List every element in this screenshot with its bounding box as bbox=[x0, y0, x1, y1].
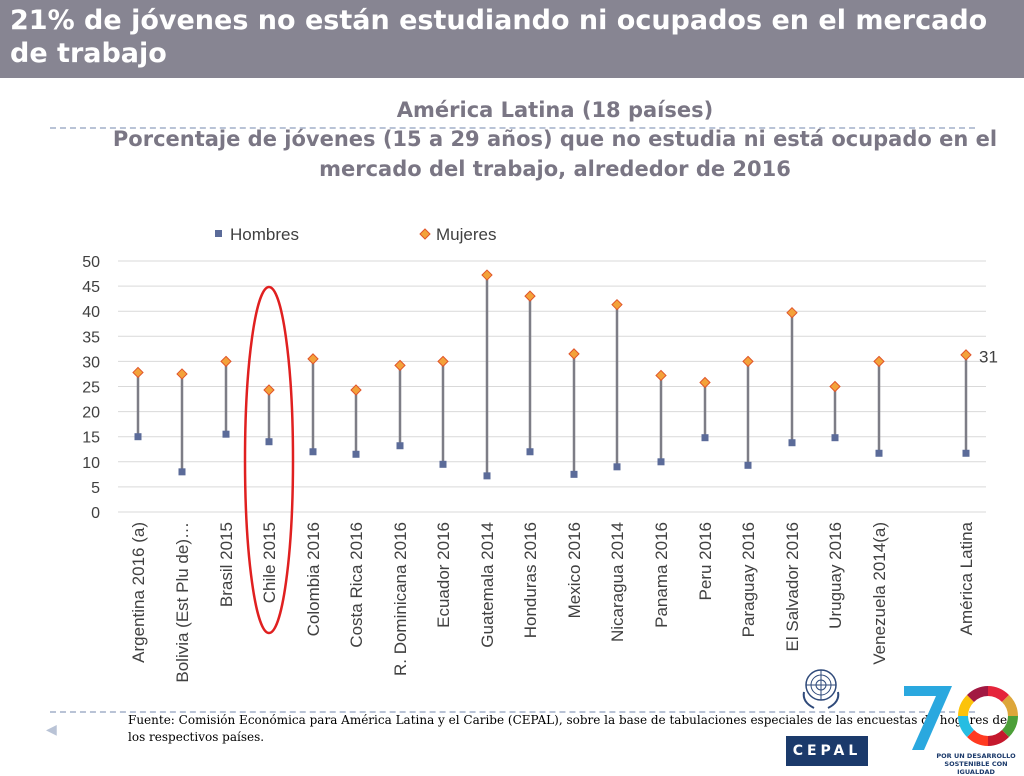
source-note: Fuente: Comisión Económica para América … bbox=[128, 713, 1008, 744]
mujeres-point bbox=[132, 366, 144, 379]
hombres-point bbox=[962, 449, 970, 457]
chart-gridlines bbox=[118, 260, 986, 513]
x-tick-label: Mexico 2016 bbox=[565, 522, 584, 618]
series-mujeres bbox=[132, 269, 972, 396]
x-axis-labels: Argentina 2016 (a) Bolivia (Est Plu de)… B… bbox=[129, 521, 976, 682]
x-tick-label: Paraguay 2016 bbox=[739, 522, 758, 637]
y-tick-label: 20 bbox=[82, 405, 100, 422]
cepal-logo: CEPAL bbox=[786, 736, 868, 766]
slide-title: 21% de jóvenes no están estudiando ni oc… bbox=[10, 5, 988, 69]
x-tick-label: Venezuela 2014(a) bbox=[870, 522, 889, 665]
x-tick-label: Peru 2016 bbox=[696, 522, 715, 600]
x-tick-label: Colombia 2016 bbox=[304, 522, 323, 636]
legend-mujeres-label: Mujeres bbox=[436, 225, 496, 244]
slide-header: 21% de jóvenes no están estudiando ni oc… bbox=[0, 0, 1024, 78]
chart-connectors bbox=[136, 275, 968, 476]
chart-title-line-2: Porcentaje de jóvenes (15 a 29 años) que… bbox=[112, 127, 998, 181]
x-tick-label: Panama 2016 bbox=[652, 522, 671, 628]
hombres-point bbox=[439, 460, 447, 468]
hombres-point bbox=[570, 470, 578, 478]
hombres-point bbox=[396, 442, 404, 450]
hombres-point bbox=[788, 439, 796, 447]
y-tick-label: 45 bbox=[82, 279, 100, 296]
y-axis-ticks: 0 5 10 15 20 25 30 35 40 45 50 bbox=[82, 254, 100, 522]
hombres-point bbox=[744, 461, 752, 469]
x-tick-label: Bolivia (Est Plu de)… bbox=[173, 522, 192, 683]
mujeres-point bbox=[568, 348, 580, 360]
y-tick-label: 30 bbox=[82, 354, 100, 371]
x-tick-label: América Latina bbox=[957, 521, 976, 635]
divider-top bbox=[50, 127, 975, 129]
x-tick-label: Costa Rica 2016 bbox=[347, 522, 366, 648]
chart-title-line-1: América Latina (18 países) bbox=[396, 98, 714, 122]
y-tick-label: 50 bbox=[82, 254, 100, 271]
chart-annotations: 31 bbox=[243, 285, 998, 635]
mujeres-point bbox=[873, 355, 885, 368]
series-hombres bbox=[134, 430, 970, 480]
mujeres-point bbox=[437, 355, 449, 368]
hombres-point bbox=[352, 450, 360, 458]
legend-hombres-label: Hombres bbox=[230, 225, 299, 244]
y-tick-label: 5 bbox=[91, 480, 100, 497]
divider-bottom bbox=[50, 711, 975, 713]
y-tick-label: 35 bbox=[82, 329, 100, 346]
hombres-point bbox=[875, 449, 883, 457]
hombres-point bbox=[613, 463, 621, 471]
x-tick-label: Ecuador 2016 bbox=[434, 522, 453, 628]
hombres-point bbox=[831, 434, 839, 442]
x-tick-label: R. Dominicana 2016 bbox=[391, 522, 410, 676]
y-tick-label: 25 bbox=[82, 380, 100, 397]
mujeres-point bbox=[699, 376, 711, 389]
mujeres-point bbox=[307, 353, 319, 365]
x-tick-label: Uruguay 2016 bbox=[826, 522, 845, 629]
anniversary-70-logo-icon bbox=[904, 686, 1018, 750]
mujeres-point bbox=[524, 290, 536, 302]
hombres-point bbox=[526, 448, 534, 456]
legend-hombres-marker bbox=[215, 230, 222, 237]
chart-legend: Hombres Mujeres bbox=[215, 225, 496, 244]
un-emblem-icon bbox=[802, 669, 840, 709]
hombres-point bbox=[178, 468, 186, 476]
slide-arrow-icon: ◀ bbox=[46, 722, 57, 738]
y-tick-label: 0 bbox=[91, 505, 100, 522]
mujeres-point bbox=[350, 384, 362, 396]
x-tick-label: Chile 2015 bbox=[260, 522, 279, 603]
highlight-ellipse bbox=[243, 285, 295, 635]
y-tick-label: 10 bbox=[82, 455, 100, 472]
hombres-point bbox=[483, 472, 491, 480]
chart-title: América Latina (18 países) Porcentaje de… bbox=[90, 96, 1020, 184]
hombres-point bbox=[134, 433, 142, 441]
y-tick-label: 40 bbox=[82, 304, 100, 321]
hombres-point bbox=[309, 448, 317, 456]
x-tick-label: Honduras 2016 bbox=[521, 522, 540, 638]
mujeres-point bbox=[960, 349, 972, 361]
x-tick-label: El Salvador 2016 bbox=[783, 522, 802, 651]
hombres-point bbox=[222, 430, 230, 438]
x-tick-label: Brasil 2015 bbox=[217, 522, 236, 607]
mujeres-point bbox=[220, 355, 232, 368]
legend-mujeres-marker bbox=[419, 228, 431, 240]
mujeres-point bbox=[742, 355, 754, 368]
mujeres-point bbox=[263, 384, 275, 396]
mujeres-point bbox=[829, 380, 841, 393]
y-tick-label: 15 bbox=[82, 430, 100, 447]
mujeres-point bbox=[176, 368, 188, 380]
mujeres-point bbox=[394, 359, 406, 372]
mujeres-point bbox=[481, 269, 493, 281]
anniversary-tagline: POR UN DESARROLLO SOSTENIBLE CON IGUALDA… bbox=[936, 752, 1016, 776]
hombres-point bbox=[265, 438, 273, 446]
hombres-point bbox=[701, 434, 709, 442]
x-tick-label: Nicaragua 2014 bbox=[608, 522, 627, 642]
hombres-point bbox=[657, 458, 665, 466]
mujeres-point bbox=[786, 306, 798, 319]
mujeres-point bbox=[611, 298, 623, 311]
data-label: 31 bbox=[979, 347, 998, 366]
x-tick-label: Guatemala 2014 bbox=[478, 522, 497, 648]
x-tick-label: Argentina 2016 (a) bbox=[129, 522, 148, 663]
mujeres-point bbox=[655, 369, 667, 382]
